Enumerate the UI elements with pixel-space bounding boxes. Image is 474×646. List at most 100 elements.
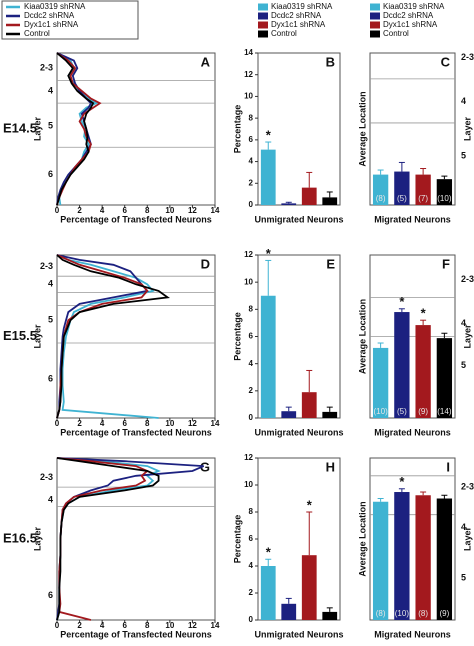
legend-swatch: [370, 30, 380, 38]
n-label: (14): [437, 407, 452, 416]
layer-label: 5: [461, 572, 466, 582]
y-tick-label: 10: [244, 92, 253, 101]
y-axis-label: Percentage: [232, 105, 242, 154]
y-tick-label: 4: [249, 157, 254, 166]
y-tick-label: 8: [249, 304, 254, 313]
n-label: (5): [397, 194, 407, 203]
x-tick-label: 12: [188, 419, 197, 428]
x-tick-label: 8: [145, 621, 150, 630]
bar: [436, 498, 453, 620]
n-label: (8): [376, 609, 386, 618]
legend-swatch: [258, 3, 268, 11]
legend-label: Kiaa0319 shRNA: [24, 2, 86, 11]
bar: [372, 347, 389, 418]
layer-label: 2-3: [40, 63, 53, 73]
y-tick-label: 8: [249, 507, 254, 516]
legend-label: Control: [383, 29, 409, 38]
y-tick-label: 0: [249, 200, 254, 209]
y-axis-label: Layer: [32, 324, 42, 349]
legend-swatch: [370, 21, 380, 29]
bar: [394, 312, 410, 418]
y-tick-label: 12: [244, 250, 253, 259]
x-tick-label: 6: [122, 206, 127, 215]
bar: [322, 197, 338, 205]
x-tick-label: 0: [55, 419, 60, 428]
legend-swatch: [258, 30, 268, 38]
layer-label: 5: [461, 151, 466, 161]
x-axis-label: Unmigrated Neurons: [254, 629, 343, 639]
y-axis-label: Average Location: [357, 91, 367, 166]
panel-letter: D: [201, 256, 210, 271]
x-axis-label: Percentage of Transfected Neurons: [60, 427, 212, 437]
profile-line: [56, 254, 159, 419]
n-label: (8): [418, 609, 428, 618]
y-tick-label: 10: [244, 480, 253, 489]
n-label: (9): [439, 609, 449, 618]
significance-star: *: [399, 294, 405, 309]
bar: [436, 338, 453, 418]
legend-label: Dyx1c1 shRNA: [271, 20, 326, 29]
x-tick-label: 12: [188, 621, 197, 630]
x-tick-label: 14: [211, 206, 220, 215]
layer-label: 2-3: [40, 261, 53, 271]
bar: [260, 566, 276, 620]
n-label: (10): [437, 194, 452, 203]
panel-letter: C: [441, 54, 451, 69]
y-axis-label-right: Layer: [462, 527, 472, 552]
panel-letter: F: [442, 256, 450, 271]
row-label: E14.5: [3, 120, 37, 135]
bar: [394, 492, 410, 620]
x-tick-label: 0: [55, 621, 60, 630]
panel-frame: [56, 457, 216, 621]
bar: [281, 603, 297, 620]
layer-label: 4: [461, 96, 466, 106]
y-axis-label: Layer: [32, 527, 42, 552]
bar: [322, 611, 338, 620]
profile-line: [56, 457, 160, 621]
n-label: (9): [418, 407, 428, 416]
n-label: (5): [397, 407, 407, 416]
x-axis-label: Unmigrated Neurons: [254, 427, 343, 437]
x-tick-label: 14: [211, 419, 220, 428]
layer-label: 4: [461, 522, 466, 532]
panel-letter: H: [326, 459, 335, 474]
x-tick-label: 6: [122, 621, 127, 630]
panel-frame: [56, 52, 216, 206]
bar: [415, 495, 431, 620]
panel-letter: A: [201, 54, 211, 69]
significance-star: *: [266, 246, 272, 261]
bar: [436, 179, 453, 205]
y-axis-label: Layer: [32, 117, 42, 142]
x-axis-label: Migrated Neurons: [374, 629, 451, 639]
layer-label: 2-3: [40, 472, 53, 482]
legend-label: Control: [271, 29, 297, 38]
row-label: E16.5: [3, 530, 37, 545]
layer-label: 2-3: [461, 274, 474, 284]
layer-label: 4: [461, 318, 466, 328]
panel-letter: G: [200, 459, 210, 474]
y-tick-label: 10: [244, 277, 253, 286]
y-tick-label: 12: [244, 70, 253, 79]
legend-frame: [1, 0, 139, 40]
significance-star: *: [307, 497, 313, 512]
y-tick-label: 6: [249, 135, 254, 144]
bar: [372, 174, 389, 205]
legend-swatch: [258, 12, 268, 20]
bar: [415, 325, 431, 418]
x-tick-label: 8: [145, 206, 150, 215]
x-axis-label: Migrated Neurons: [374, 214, 451, 224]
layer-label: 2-3: [461, 52, 474, 62]
y-axis-label-right: Layer: [462, 324, 472, 349]
y-tick-label: 2: [249, 386, 254, 395]
n-label: (8): [376, 194, 386, 203]
legend-swatch: [258, 21, 268, 29]
y-tick-label: 14: [244, 48, 253, 57]
layer-label: 5: [48, 315, 53, 325]
bar: [415, 174, 431, 205]
significance-star: *: [421, 306, 427, 321]
bar: [322, 411, 338, 418]
bar: [394, 171, 410, 205]
legend-label: Dcdc2 shRNA: [24, 11, 75, 20]
x-tick-label: 4: [100, 621, 105, 630]
bar: [281, 411, 297, 418]
